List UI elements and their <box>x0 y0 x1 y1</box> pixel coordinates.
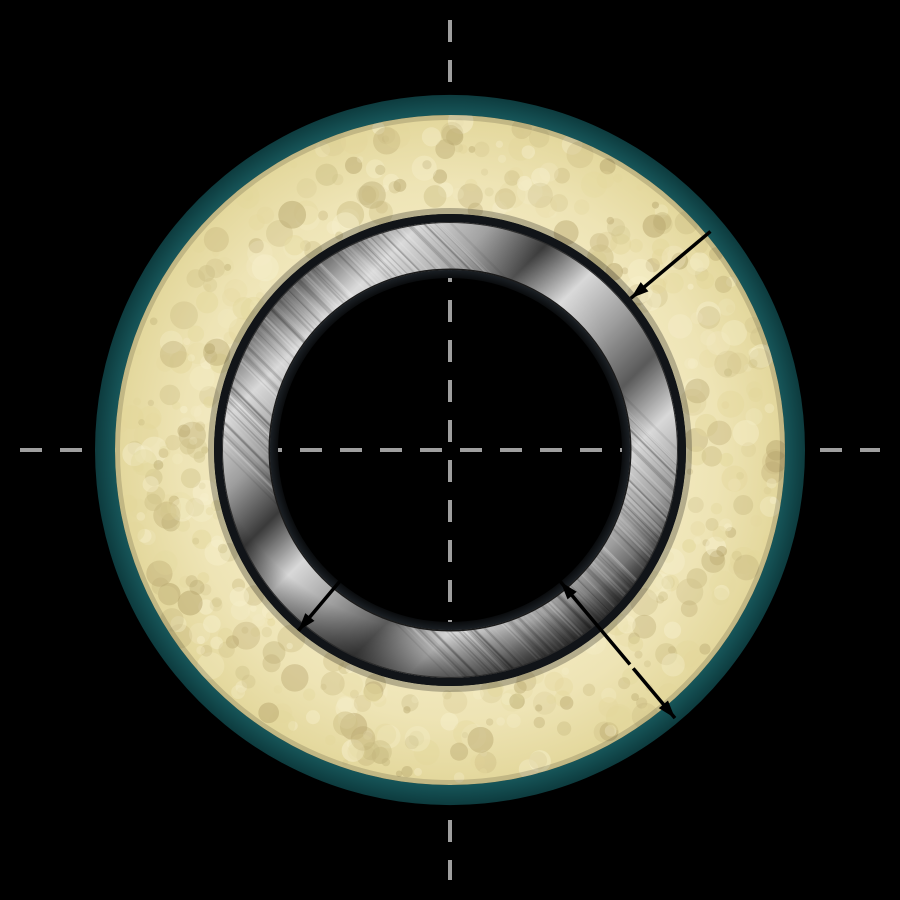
pipe-cross-section-diagram <box>0 0 900 900</box>
